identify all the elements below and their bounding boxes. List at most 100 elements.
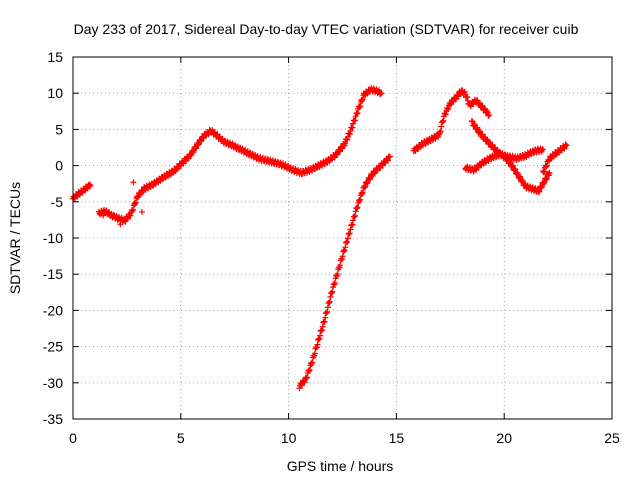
data-point bbox=[464, 94, 471, 101]
data-point bbox=[437, 128, 444, 135]
y-tick-label: 15 bbox=[47, 49, 63, 65]
data-point bbox=[303, 375, 310, 382]
data-point bbox=[319, 327, 326, 334]
chart-title: Day 233 of 2017, Sidereal Day-to-day VTE… bbox=[74, 21, 579, 37]
y-tick-label: 0 bbox=[55, 158, 63, 174]
data-point bbox=[326, 298, 333, 305]
data-point bbox=[236, 144, 243, 151]
y-tick-label: 10 bbox=[47, 85, 63, 101]
data-point bbox=[536, 188, 543, 195]
data-point bbox=[455, 93, 461, 100]
data-point bbox=[339, 145, 346, 152]
y-tick-label: -25 bbox=[43, 339, 63, 355]
data-point bbox=[313, 344, 320, 351]
data-point bbox=[357, 103, 364, 110]
data-point bbox=[535, 189, 542, 196]
y-tick-label: 5 bbox=[55, 121, 63, 137]
data-point bbox=[138, 208, 145, 215]
y-tick-label: -10 bbox=[43, 230, 63, 246]
data-point bbox=[359, 189, 366, 196]
data-point bbox=[350, 120, 357, 127]
data-point bbox=[316, 335, 323, 342]
data-point bbox=[429, 136, 436, 143]
data-point bbox=[352, 208, 359, 215]
data-point bbox=[342, 140, 349, 147]
data-point bbox=[486, 111, 493, 118]
data-point bbox=[357, 196, 364, 203]
data-point bbox=[322, 310, 329, 317]
data-point bbox=[317, 332, 324, 339]
data-point bbox=[309, 359, 316, 366]
data-point bbox=[543, 163, 550, 170]
data-point bbox=[304, 374, 311, 381]
data-point bbox=[313, 165, 320, 172]
data-point bbox=[334, 271, 341, 278]
data-point bbox=[192, 144, 199, 151]
y-tick-label: -30 bbox=[43, 375, 63, 391]
x-tick-label: 10 bbox=[281, 430, 297, 446]
data-point bbox=[468, 117, 475, 124]
data-point bbox=[476, 128, 483, 135]
data-point bbox=[341, 247, 348, 254]
data-point bbox=[489, 141, 496, 148]
data-point bbox=[87, 182, 94, 189]
data-point bbox=[339, 256, 346, 263]
data-point bbox=[354, 204, 361, 211]
data-point bbox=[342, 239, 349, 246]
data-point bbox=[344, 235, 351, 242]
data-point bbox=[377, 91, 384, 98]
data-point bbox=[311, 350, 318, 357]
data-point bbox=[330, 284, 337, 291]
data-point bbox=[317, 328, 324, 335]
data-point bbox=[344, 238, 351, 245]
x-tick-label: 0 bbox=[69, 430, 77, 446]
data-point bbox=[378, 90, 385, 97]
data-point bbox=[195, 141, 202, 148]
data-point bbox=[540, 169, 547, 176]
data-point bbox=[319, 323, 326, 330]
data-point bbox=[485, 112, 492, 119]
data-point bbox=[445, 105, 452, 112]
data-point bbox=[132, 199, 139, 206]
y-axis-label: SDTVAR / TECUs bbox=[7, 182, 23, 294]
data-point bbox=[324, 308, 331, 315]
data-point bbox=[327, 293, 334, 300]
y-tick-label: -5 bbox=[51, 194, 64, 210]
data-point bbox=[129, 207, 136, 214]
data-point bbox=[359, 97, 366, 104]
data-point bbox=[480, 160, 487, 167]
data-points bbox=[70, 85, 570, 392]
data-point bbox=[344, 136, 351, 143]
data-point bbox=[366, 174, 373, 181]
data-point bbox=[352, 212, 359, 219]
data-point bbox=[359, 96, 366, 103]
data-point bbox=[340, 248, 347, 255]
data-point bbox=[334, 151, 341, 158]
data-point bbox=[361, 184, 368, 191]
data-point bbox=[100, 212, 107, 219]
data-point bbox=[563, 142, 570, 149]
data-point bbox=[321, 318, 328, 325]
data-point bbox=[326, 299, 333, 306]
data-point bbox=[509, 162, 516, 169]
y-tick-label: -20 bbox=[43, 302, 63, 318]
data-point bbox=[130, 179, 137, 186]
x-axis-ticks: 0 5 10 15 20 25 bbox=[69, 57, 620, 446]
data-point bbox=[353, 110, 360, 117]
data-point bbox=[439, 118, 446, 125]
data-point bbox=[350, 217, 357, 224]
data-point bbox=[353, 205, 360, 212]
data-point bbox=[384, 157, 391, 164]
data-point bbox=[117, 221, 124, 228]
y-tick-label: -35 bbox=[43, 411, 63, 427]
data-point bbox=[131, 200, 138, 207]
data-point bbox=[358, 190, 365, 197]
grid-lines bbox=[73, 57, 612, 419]
data-point bbox=[354, 109, 361, 116]
data-point bbox=[328, 289, 335, 296]
data-point bbox=[541, 168, 548, 175]
data-point bbox=[127, 212, 134, 219]
x-tick-label: 15 bbox=[389, 430, 405, 446]
data-point bbox=[461, 88, 468, 95]
